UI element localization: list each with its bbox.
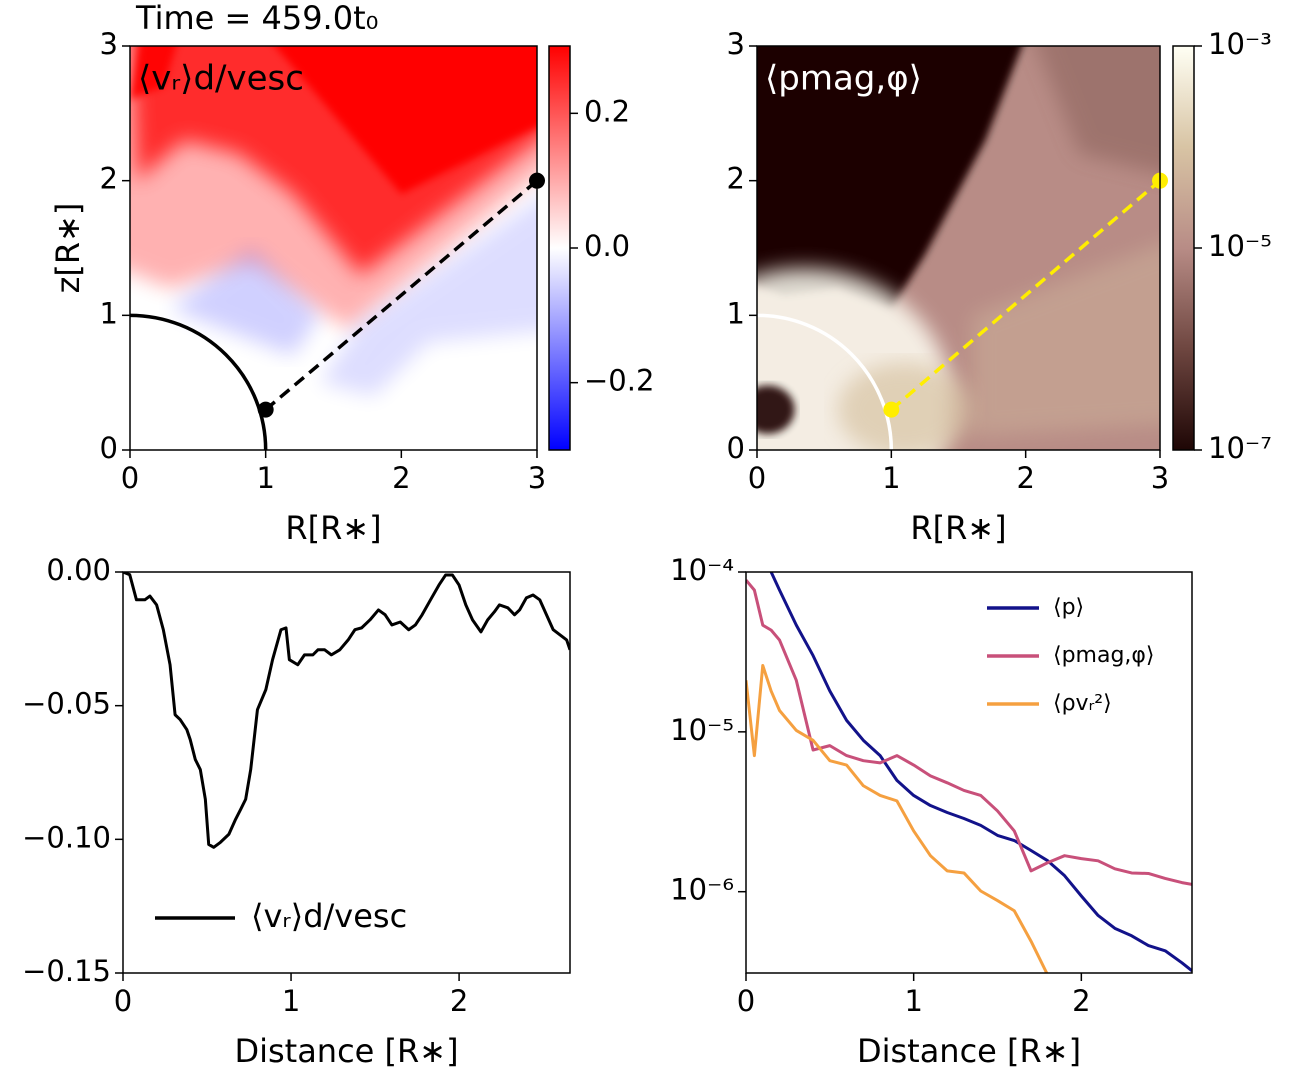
chart-title: Time = 459.0t₀ [135, 0, 378, 37]
x-tick-label: 2 [1072, 984, 1090, 1018]
plot-area [123, 572, 570, 849]
heatmap-region [170, 248, 320, 356]
y-tick-label: 3 [100, 27, 118, 61]
colorbar [1172, 45, 1195, 451]
axes-frame [129, 45, 538, 451]
x-tick-label: 2 [1016, 461, 1034, 495]
line-series [746, 664, 1049, 973]
y-tick-label: 10⁻⁶ [670, 873, 734, 907]
y-tick-label: 2 [727, 162, 745, 196]
heatmap-region [757, 46, 1022, 309]
x-tick-label: 2 [450, 984, 468, 1018]
y-tick-label: 10⁻⁴ [670, 553, 734, 587]
legend-label: ⟨p⟩ [1053, 595, 1084, 620]
star-boundary [130, 313, 268, 450]
sample-line [890, 179, 1162, 411]
legend-label: ⟨ρvᵣ²⟩ [1053, 691, 1112, 716]
sample-line [264, 179, 539, 411]
panel-label: ⟨vᵣ⟩d/vesc [138, 59, 304, 99]
axes-frame [756, 45, 1161, 451]
heatmap-region [757, 385, 795, 434]
heatmap-region [971, 244, 1160, 437]
line-series [769, 572, 1192, 972]
heatmap-region [837, 362, 972, 450]
x-tick-label: 3 [528, 461, 546, 495]
x-tick-label: 1 [282, 984, 300, 1018]
axes-frame [745, 571, 1193, 974]
colorbar-tick-label: 0.2 [584, 94, 630, 128]
axes-frame [122, 571, 571, 974]
heatmap-region [275, 46, 537, 195]
y-tick-label: −0.05 [22, 687, 111, 721]
x-tick-label: 0 [737, 984, 755, 1018]
sample-point [257, 401, 274, 418]
y-tick-label: 1 [100, 296, 118, 330]
y-axis-label: z[R∗] [49, 203, 87, 294]
x-axis-label: Distance [R∗] [234, 1032, 458, 1070]
x-tick-label: 0 [121, 461, 139, 495]
y-tick-label: 0 [100, 431, 118, 465]
heatmap-region [319, 199, 537, 397]
y-tick-label: 0 [727, 431, 745, 465]
x-tick-label: 0 [748, 461, 766, 495]
x-axis-label: R[R∗] [285, 509, 381, 547]
plot-area [757, 46, 1160, 450]
line-series [123, 572, 570, 849]
plot-area [746, 572, 1192, 973]
heatmap-region [1036, 46, 1160, 174]
y-tick-label: 3 [727, 27, 745, 61]
heatmap-region [130, 46, 177, 100]
x-tick-label: 2 [392, 461, 410, 495]
y-tick-label: −0.15 [22, 954, 111, 988]
line-series [746, 579, 1192, 886]
colorbar-tick-label: 10⁻⁵ [1208, 229, 1272, 263]
x-tick-label: 1 [256, 461, 274, 495]
legend-label: ⟨pmag,φ⟩ [1053, 643, 1155, 668]
y-tick-label: 1 [727, 296, 745, 330]
colorbar-tick-label: 10⁻³ [1208, 27, 1272, 61]
y-tick-label: 2 [100, 162, 118, 196]
plot-area [130, 46, 537, 450]
x-tick-label: 3 [1151, 461, 1169, 495]
x-tick-label: 1 [882, 461, 900, 495]
colorbar-tick-label: 0.0 [584, 229, 630, 263]
colorbar [548, 45, 571, 451]
y-tick-label: 10⁻⁵ [670, 713, 734, 747]
sample-point [883, 401, 900, 418]
colorbar-tick-label: 10⁻⁷ [1208, 431, 1272, 465]
y-tick-label: 0.00 [46, 553, 111, 587]
y-tick-label: −0.10 [22, 820, 111, 854]
legend-label: ⟨vᵣ⟩d/vesc [251, 897, 407, 935]
panel-label: ⟨pmag,φ⟩ [765, 59, 922, 99]
colorbar-tick-label: −0.2 [584, 364, 654, 398]
star-boundary [757, 313, 894, 450]
x-tick-label: 1 [904, 984, 922, 1018]
x-axis-label: R[R∗] [910, 509, 1006, 547]
x-axis-label: Distance [R∗] [857, 1032, 1081, 1070]
x-tick-label: 0 [114, 984, 132, 1018]
